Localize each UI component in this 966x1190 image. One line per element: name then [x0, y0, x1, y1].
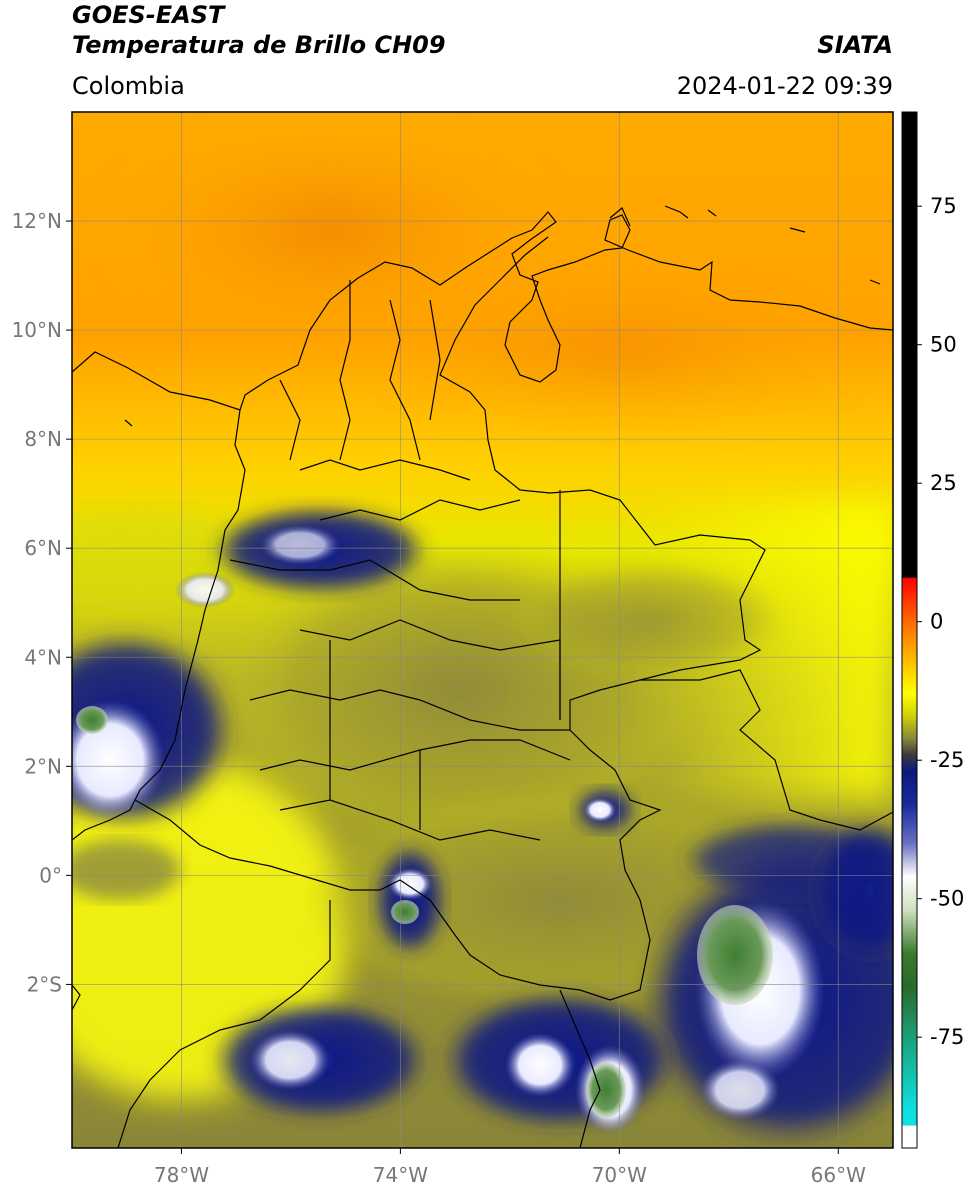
colombia-border — [134, 236, 766, 1001]
longitude-axis: 78°W 74°W 70°W 66°W — [154, 1148, 866, 1187]
caribbean-coastline — [72, 211, 893, 411]
lat-tick-label: 8°N — [24, 427, 62, 451]
colorbar-frame — [901, 111, 918, 1149]
lat-tick-label: 10°N — [12, 318, 62, 342]
lat-tick-label: 2°N — [24, 754, 62, 778]
organization-label: SIATA — [817, 31, 893, 59]
colorbar-tick-label: 50 — [930, 333, 957, 357]
brightness-temperature-field — [72, 112, 893, 1148]
colorbar: 75 50 25 0 -25 -50 -75 — [901, 111, 964, 1149]
pacific-coastline — [72, 372, 246, 1011]
lon-tick-label: 70°W — [592, 1163, 647, 1187]
title-block: GOES-EAST Temperatura de Brillo CH09 — [72, 0, 446, 60]
colorbar-ticks: 75 50 25 0 -25 -50 -75 — [917, 194, 964, 1049]
lat-tick-label: 4°N — [24, 645, 62, 669]
colorbar-fill — [902, 112, 917, 1148]
lon-tick-label: 66°W — [811, 1163, 866, 1187]
colorbar-tick-label: 0 — [930, 610, 943, 634]
internal-boundary-2 — [249, 640, 571, 841]
graticule — [72, 112, 893, 1148]
amazon-border — [559, 490, 601, 1148]
lat-tick-label: 6°N — [24, 536, 62, 560]
product-title: Temperatura de Brillo CH09 — [72, 31, 446, 59]
colorbar-tick-label: 25 — [930, 471, 957, 495]
boundaries — [72, 205, 893, 1148]
internal-boundary-1 — [229, 459, 561, 720]
colorbar-tick-label: -25 — [930, 748, 964, 772]
colorbar-tick-label: -75 — [930, 1025, 964, 1049]
colorbar-tick-label: 75 — [930, 194, 957, 218]
islands — [124, 205, 881, 427]
lon-tick-label: 78°W — [154, 1163, 209, 1187]
south-coastline — [117, 900, 331, 1148]
colorbar-tick-label: -50 — [930, 887, 964, 911]
lat-tick-label: 2°S — [27, 972, 62, 996]
region-label: Colombia — [72, 72, 185, 100]
lat-tick-label: 0° — [39, 863, 62, 887]
satellite-title: GOES-EAST — [72, 1, 225, 29]
internal-boundary-3 — [279, 280, 441, 461]
lat-tick-label: 12°N — [12, 209, 62, 233]
lon-tick-label: 74°W — [373, 1163, 428, 1187]
colorbar-gradient — [902, 112, 917, 1148]
venezuela-brazil-border — [640, 669, 893, 831]
map-frame — [71, 111, 894, 1149]
timestamp-label: 2024-01-22 09:39 — [676, 72, 893, 100]
latitude-axis: 12°N 10°N 8°N 6°N 4°N 2°N 0° 2°S — [12, 209, 72, 996]
